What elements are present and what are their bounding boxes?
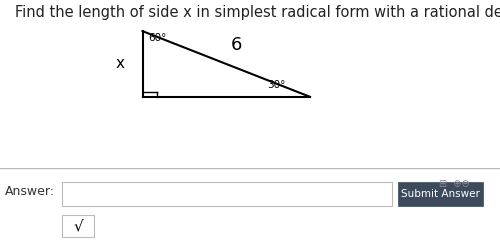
Text: ⊞  ⊕⊖: ⊞ ⊕⊖ [440, 179, 470, 189]
Text: 60°: 60° [148, 33, 167, 43]
Bar [398, 182, 483, 206]
Bar [62, 182, 392, 206]
Text: Answer:: Answer: [5, 185, 55, 199]
Text: 6: 6 [231, 36, 242, 54]
Bar [62, 215, 94, 237]
Text: √: √ [73, 219, 83, 233]
Text: Submit Answer: Submit Answer [400, 189, 479, 199]
Text: Find the length of side x in simplest radical form with a rational denominator.: Find the length of side x in simplest ra… [15, 5, 500, 20]
Text: x: x [116, 57, 125, 71]
Text: 30°: 30° [268, 80, 286, 90]
